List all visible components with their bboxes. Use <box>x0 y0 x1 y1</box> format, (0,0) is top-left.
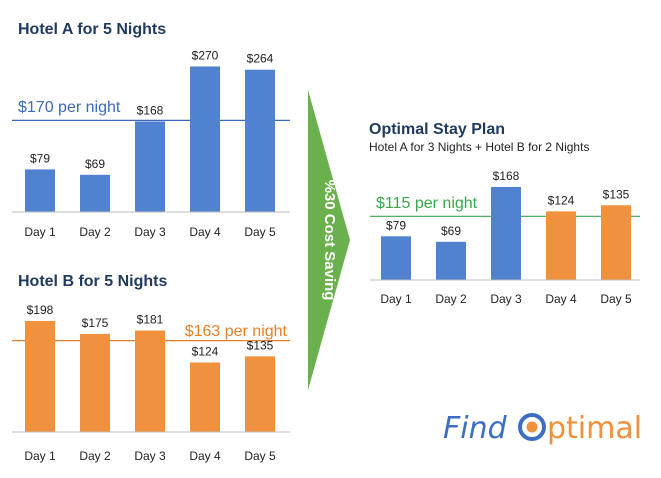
bar-value-label: $264 <box>247 52 274 66</box>
bar <box>190 66 220 212</box>
bar-value-label: $124 <box>548 193 575 207</box>
bar-value-label: $168 <box>493 169 520 183</box>
bar <box>436 241 466 280</box>
cost-saving-label: %30 Cost Saving <box>321 180 338 301</box>
bar <box>135 330 165 432</box>
bar-value-label: $198 <box>27 303 54 317</box>
optimal-title: Optimal Stay Plan <box>369 121 505 138</box>
hotel-a-title: Hotel A for 5 Nights <box>18 21 166 38</box>
bar-value-label: $175 <box>82 316 109 330</box>
bar-value-label: $135 <box>603 187 630 201</box>
average-label: $163 per night <box>185 323 288 340</box>
bar-value-label: $124 <box>192 344 219 358</box>
logo-o-icon <box>518 413 546 441</box>
hotel-b-title: Hotel B for 5 Nights <box>18 273 167 290</box>
bar-value-label: $135 <box>247 338 274 352</box>
average-label: $115 per night <box>376 195 478 212</box>
x-tick-label: Day 1 <box>24 225 56 239</box>
bar-value-label: $69 <box>441 224 461 238</box>
x-tick-label: Day 3 <box>134 225 166 239</box>
x-tick-label: Day 1 <box>24 449 56 463</box>
x-tick-label: Day 5 <box>600 292 632 306</box>
bar <box>491 186 521 280</box>
optimal-chart: $79 Day 1 $69 Day 2 $168 Day 3 $124 Day 4 $135 Da… <box>370 169 640 306</box>
bar-value-label: $181 <box>137 313 164 327</box>
logo-find-text: Find <box>443 411 508 446</box>
bar-value-label: $168 <box>137 103 164 117</box>
bar <box>245 356 275 432</box>
average-label: $170 per night <box>18 99 121 116</box>
x-tick-label: Day 4 <box>545 292 577 306</box>
bar <box>25 321 55 432</box>
x-tick-label: Day 2 <box>79 225 111 239</box>
bar <box>190 362 220 432</box>
bar-value-label: $69 <box>85 157 105 171</box>
bar <box>381 236 411 280</box>
bar <box>546 211 576 280</box>
bar <box>135 121 165 212</box>
bar <box>80 333 110 432</box>
cost-saving-arrow: %30 Cost Saving <box>308 90 350 390</box>
x-tick-label: Day 5 <box>244 449 276 463</box>
x-tick-label: Day 4 <box>189 225 221 239</box>
bar <box>245 69 275 212</box>
logo-optimal-text: ptimal <box>547 411 642 446</box>
x-tick-label: Day 3 <box>134 449 166 463</box>
x-tick-label: Day 5 <box>244 225 276 239</box>
x-tick-label: Day 4 <box>189 449 221 463</box>
hotel-b-chart: $198 Day 1 $175 Day 2 $181 Day 3 $124 Day 4 $135… <box>12 303 290 463</box>
bar-value-label: $79 <box>30 151 50 165</box>
x-tick-label: Day 2 <box>435 292 467 306</box>
x-tick-label: Day 3 <box>490 292 522 306</box>
bar <box>601 205 631 280</box>
bar-value-label: $79 <box>386 218 406 232</box>
bar <box>25 169 55 212</box>
bar-value-label: $270 <box>192 48 219 62</box>
bar <box>80 174 110 212</box>
x-tick-label: Day 2 <box>79 449 111 463</box>
optimal-subtitle: Hotel A for 3 Nights + Hotel B for 2 Nig… <box>369 140 589 154</box>
hotel-a-chart: $79 Day 1 $69 Day 2 $168 Day 3 $270 Day 4 $264 Da… <box>12 48 290 239</box>
x-tick-label: Day 1 <box>380 292 412 306</box>
arrow-shape <box>308 90 350 390</box>
findoptimal-logo: Find ptimal <box>443 411 642 446</box>
